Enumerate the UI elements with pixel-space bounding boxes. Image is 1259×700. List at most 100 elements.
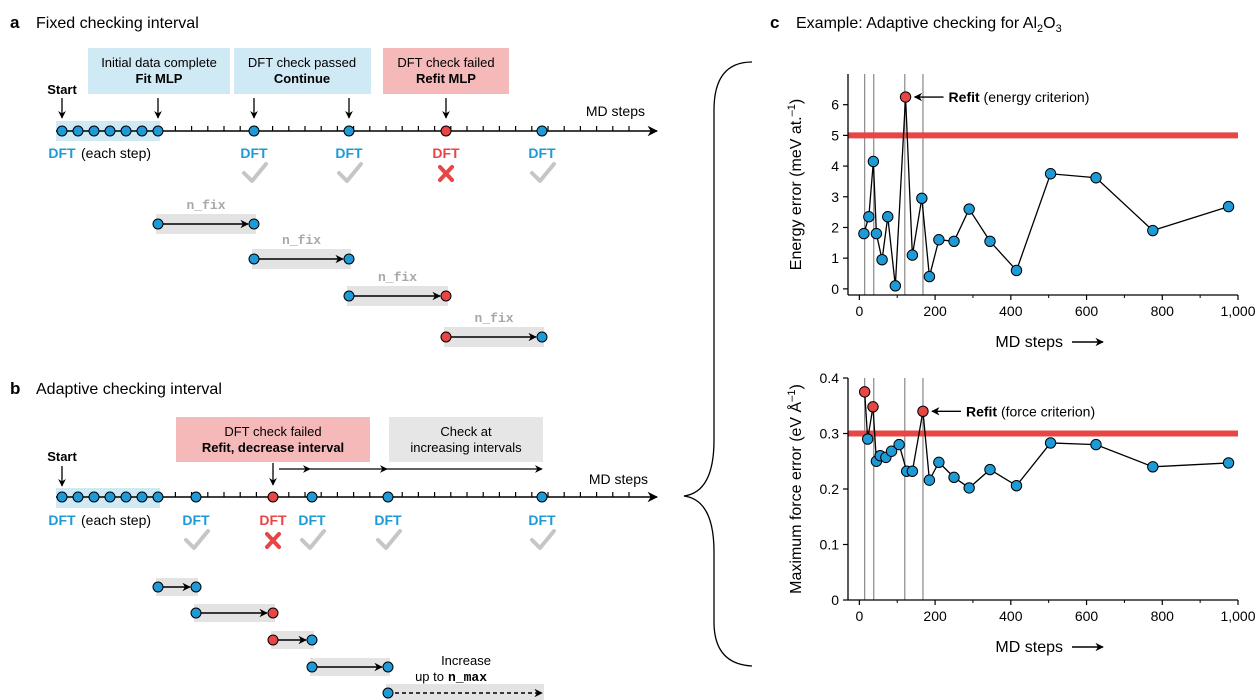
x-tick-label: 400 [999, 303, 1023, 319]
dft-label-a-3: DFT [432, 145, 460, 161]
dft-point [306, 491, 318, 503]
y-axis-label: Energy error (meV at.–1) [786, 99, 805, 270]
dft-point [190, 491, 202, 503]
dft-point [152, 125, 164, 137]
panel-c-title-sub1: 2 [1037, 23, 1043, 35]
y-tick-label: 4 [831, 158, 839, 174]
interval-start-point [190, 607, 202, 619]
dft-point [536, 125, 548, 137]
interval-end-point [248, 218, 260, 230]
refit-point [917, 405, 929, 417]
dft-point [72, 491, 84, 503]
interval-end-point [190, 581, 202, 593]
dft-label-b-start: DFT [48, 512, 76, 528]
y-tick-label: 0.1 [820, 537, 840, 553]
check-icon [300, 529, 326, 550]
panel-a-letter: a [10, 13, 20, 32]
box-initial-data [88, 48, 230, 94]
each-step-label-b: (each step) [81, 512, 151, 528]
y-tick-label: 0.4 [820, 370, 840, 386]
y-axis-label-sup: –1 [786, 104, 798, 116]
y-tick-label: 3 [831, 189, 839, 205]
data-point [906, 249, 919, 261]
dft-point [536, 491, 548, 503]
energy-error-chart: 0 200 400 600 800 1,000 0 1 2 3 4 5 6 Refit (energy c… [786, 74, 1256, 351]
box-check-failed [383, 48, 509, 94]
dft-point [136, 125, 148, 137]
interval-end-point [382, 661, 394, 673]
data-point [1010, 479, 1023, 492]
interval-start-point [267, 634, 279, 646]
x-tick-label: 0 [855, 303, 863, 319]
each-step-label-a: (each step) [81, 145, 151, 161]
timeline-a [56, 125, 659, 137]
x-tick-label: 1,000 [1220, 608, 1255, 624]
x-tick-label: 600 [1075, 608, 1099, 624]
dft-point [152, 491, 164, 503]
increase-label-line1: Increase [441, 653, 491, 668]
check-icon [242, 162, 268, 183]
data-line [863, 96, 1229, 286]
annotation-rest: (force criterion) [1001, 403, 1095, 419]
data-point [1147, 461, 1159, 473]
panel-a: a Fixed checking interval Initial data c… [10, 13, 659, 347]
refit-point [867, 401, 879, 413]
data-point [963, 482, 975, 494]
panel-c-title: Example: Adaptive checking for Al2O3 [796, 15, 1062, 35]
n-fix-label: n_fix [474, 311, 513, 326]
x-tick-label: 1,000 [1220, 303, 1255, 319]
data-point [963, 203, 975, 215]
box-increasing-line2: increasing intervals [410, 440, 522, 455]
data-point [1090, 172, 1102, 184]
y-axis-label-sup: –1 [786, 390, 798, 402]
dft-label-b-3: DFT [298, 512, 326, 528]
data-point [1044, 437, 1057, 449]
x-tick-label: 800 [1151, 608, 1175, 624]
box-refit-decrease [176, 417, 370, 462]
timeline-b [56, 491, 659, 503]
panel-b: b Adaptive checking interval DFT check f… [10, 379, 659, 700]
interval-end-point [343, 253, 355, 265]
box-check-failed-line1: DFT check failed [397, 55, 494, 70]
dft-label-a-4: DFT [528, 145, 556, 161]
box-check-failed-line2: Refit MLP [416, 71, 476, 86]
data-point [984, 463, 996, 476]
dft-point [136, 491, 148, 503]
brace [683, 61, 753, 667]
panel-b-letter: b [10, 379, 20, 398]
box-check-passed-line2: Continue [274, 71, 330, 86]
dft-point [120, 491, 132, 503]
dft-point [72, 125, 84, 137]
dft-label-a-start: DFT [48, 145, 76, 161]
start-label-a: Start [47, 82, 77, 97]
dft-point-failed [267, 491, 279, 503]
panel-c-title-sub2: 3 [1056, 23, 1062, 35]
interval-start-point [306, 661, 318, 673]
box-initial-data-line1: Initial data complete [101, 55, 217, 70]
dft-label-b-2: DFT [259, 512, 287, 528]
data-point [916, 192, 928, 205]
box-check-passed-line1: DFT check passed [248, 55, 356, 70]
data-point [933, 456, 945, 469]
data-point [858, 227, 870, 240]
adaptive-intervals [152, 578, 544, 700]
data-point [948, 235, 960, 247]
y-tick-label: 6 [831, 97, 839, 113]
panel-a-title: Fixed checking interval [36, 15, 199, 32]
data-point [1010, 264, 1023, 277]
check-icon [337, 162, 363, 183]
data-point [923, 270, 936, 283]
y-tick-label: 0 [831, 281, 839, 297]
y-tick-label: 0 [831, 592, 839, 608]
data-point [1044, 168, 1057, 180]
data-point [1090, 438, 1102, 451]
check-icon [530, 529, 556, 550]
dft-point [120, 125, 132, 137]
dft-point [343, 125, 355, 137]
interval-start-point [248, 253, 260, 265]
panel-c-title-mid: O [1043, 15, 1055, 32]
interval-end-point [440, 290, 452, 302]
start-label-b: Start [47, 449, 77, 464]
check-icon [184, 529, 210, 550]
